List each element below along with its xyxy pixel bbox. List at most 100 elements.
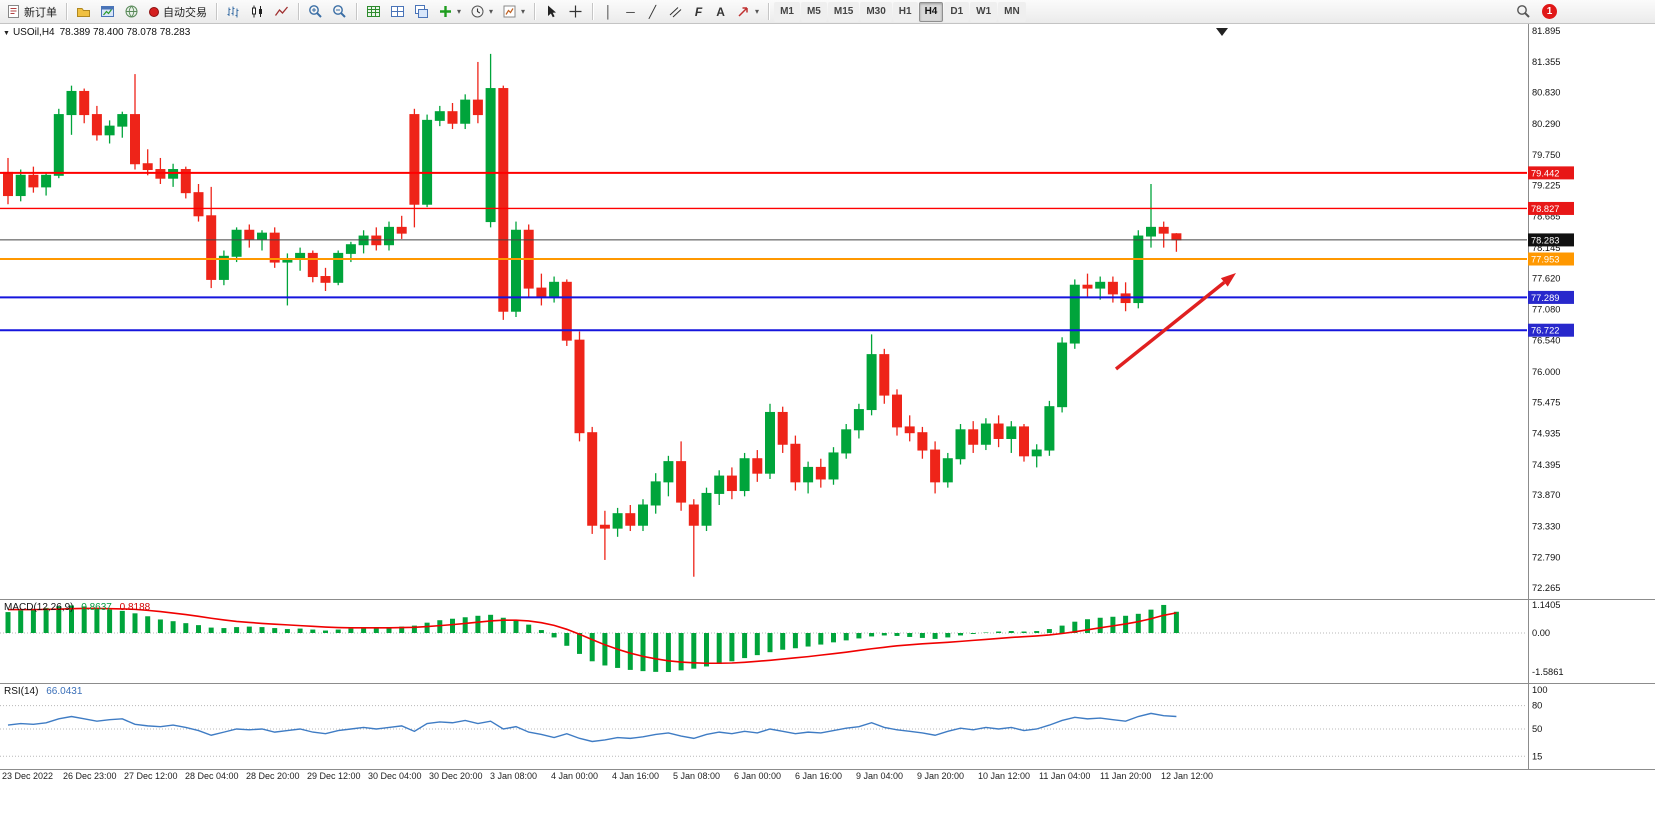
bar-chart-icon: [227, 6, 239, 18]
timeframe-m5-button[interactable]: M5: [800, 1, 827, 22]
time-axis-label: 10 Jan 12:00: [978, 771, 1030, 781]
crosshair-icon: [569, 5, 582, 18]
candle-body: [130, 114, 140, 165]
price-chart[interactable]: 1.1405 0.00 -1.5861 100 80 50 15 81.895 81.355 80…: [0, 24, 1655, 826]
toolbar-separator: [216, 3, 217, 20]
notification-badge[interactable]: 1: [1542, 4, 1557, 19]
candle-body: [726, 475, 737, 492]
candle-body: [917, 432, 928, 451]
toolbar-separator: [534, 3, 536, 20]
time-axis-label: 27 Dec 12:00: [124, 771, 178, 781]
candle-body: [536, 287, 547, 298]
arrow-draw-icon: [738, 7, 748, 17]
candle-body: [472, 99, 483, 116]
cursor-button[interactable]: [540, 1, 563, 22]
indicators-icon: [440, 6, 451, 17]
toolbar: 新订单 自动交易: [0, 0, 1655, 24]
candle-body: [218, 255, 229, 280]
price-tick-label: 72.790: [1532, 553, 1560, 563]
trend-arrow-head: [1220, 273, 1236, 287]
price-tick-label: 74.935: [1532, 429, 1560, 439]
candle-body: [91, 114, 102, 136]
periods-button[interactable]: ▾: [466, 1, 497, 22]
price-tick-label: 73.870: [1532, 490, 1560, 500]
rsi-scale-label: 100: [1532, 685, 1548, 695]
data-window-icon: [367, 6, 380, 17]
text-button[interactable]: A: [710, 1, 731, 22]
bar-chart-button[interactable]: [222, 1, 245, 22]
candle-body: [193, 192, 204, 217]
rsi-value: 66.0431: [46, 686, 83, 697]
timeframe-m15-button[interactable]: M15: [827, 1, 860, 22]
timeframe-m30-button[interactable]: M30: [860, 1, 892, 22]
new-chart-icon: [101, 6, 114, 17]
new-order-button[interactable]: 新订单: [2, 1, 61, 22]
candle-body: [307, 252, 318, 278]
timeframe-h1-button[interactable]: H1: [892, 1, 918, 22]
rsi-scale-label: 15: [1532, 751, 1542, 761]
timeframe-h4-button[interactable]: H4: [918, 1, 944, 22]
candle-body: [968, 429, 979, 445]
cursor-icon: [548, 5, 557, 18]
profiles-button[interactable]: [72, 1, 95, 22]
new-chart-button[interactable]: [96, 1, 119, 22]
tile-windows-button[interactable]: [386, 1, 409, 22]
toolbar-separator: [356, 3, 357, 20]
new-order-icon: [8, 5, 19, 18]
candle-body: [828, 452, 839, 480]
timeframe-m1-button[interactable]: M1: [774, 1, 800, 22]
market-watch-button[interactable]: [120, 1, 143, 22]
rsi-scale-label: 80: [1532, 701, 1542, 711]
search-button[interactable]: [1512, 1, 1535, 22]
channel-button[interactable]: [664, 1, 687, 22]
arrows-button[interactable]: ▾: [732, 1, 763, 22]
price-badge-label: 77.289: [1531, 293, 1559, 303]
one-click-trading-toggle[interactable]: ▼: [3, 30, 10, 37]
timeframe-mn-button[interactable]: MN: [998, 1, 1026, 22]
price-tick-label: 72.265: [1532, 583, 1560, 593]
macd-scale-label: 0.00: [1532, 628, 1550, 638]
chart-shift-marker[interactable]: [1216, 28, 1228, 36]
zoom-out-button[interactable]: [328, 1, 351, 22]
crosshair-button[interactable]: [564, 1, 587, 22]
time-axis-label: 9 Jan 20:00: [917, 771, 964, 781]
fibonacci-button[interactable]: F: [688, 1, 709, 22]
toolbar-separator: [66, 3, 67, 20]
data-window-button[interactable]: [362, 1, 385, 22]
rsi-name: RSI(14): [4, 686, 39, 697]
templates-button[interactable]: ▾: [498, 1, 529, 22]
time-axis-label: 4 Jan 00:00: [551, 771, 598, 781]
indicators-button[interactable]: ▾: [434, 1, 465, 22]
price-tick-label: 81.895: [1532, 26, 1560, 36]
horizontal-line-button[interactable]: ─: [620, 1, 641, 22]
clock-icon: [471, 5, 484, 18]
candle-body: [942, 458, 953, 483]
candle-body: [231, 229, 242, 257]
candle-body: [1082, 284, 1093, 289]
price-badge-label: 78.827: [1531, 204, 1559, 214]
zoom-in-button[interactable]: [304, 1, 327, 22]
line-chart-button[interactable]: [270, 1, 293, 22]
vertical-line-button[interactable]: │: [598, 1, 619, 22]
candle-body: [904, 426, 915, 434]
candlestick-chart-button[interactable]: [246, 1, 269, 22]
candle-body: [853, 409, 864, 431]
price-tick-label: 79.750: [1532, 150, 1560, 160]
candle-body: [549, 281, 560, 298]
time-axis-label: 29 Dec 12:00: [307, 771, 361, 781]
trend-arrow-shaft[interactable]: [1114, 281, 1226, 371]
candle-body: [511, 229, 521, 312]
candle-body: [396, 226, 407, 234]
price-badge: [1528, 323, 1574, 337]
candle-body: [993, 423, 1004, 439]
timeframe-w1-button[interactable]: W1: [970, 1, 998, 22]
chevron-down-icon: ▾: [755, 7, 760, 16]
candle-body: [485, 88, 496, 223]
autotrading-button[interactable]: 自动交易: [144, 1, 211, 22]
cascade-windows-button[interactable]: [410, 1, 433, 22]
candle-body: [612, 513, 623, 529]
trendline-button[interactable]: ╱: [642, 1, 663, 22]
time-axis-label: 6 Jan 00:00: [734, 771, 781, 781]
candle-body: [1031, 449, 1042, 457]
timeframe-d1-button[interactable]: D1: [944, 1, 970, 22]
